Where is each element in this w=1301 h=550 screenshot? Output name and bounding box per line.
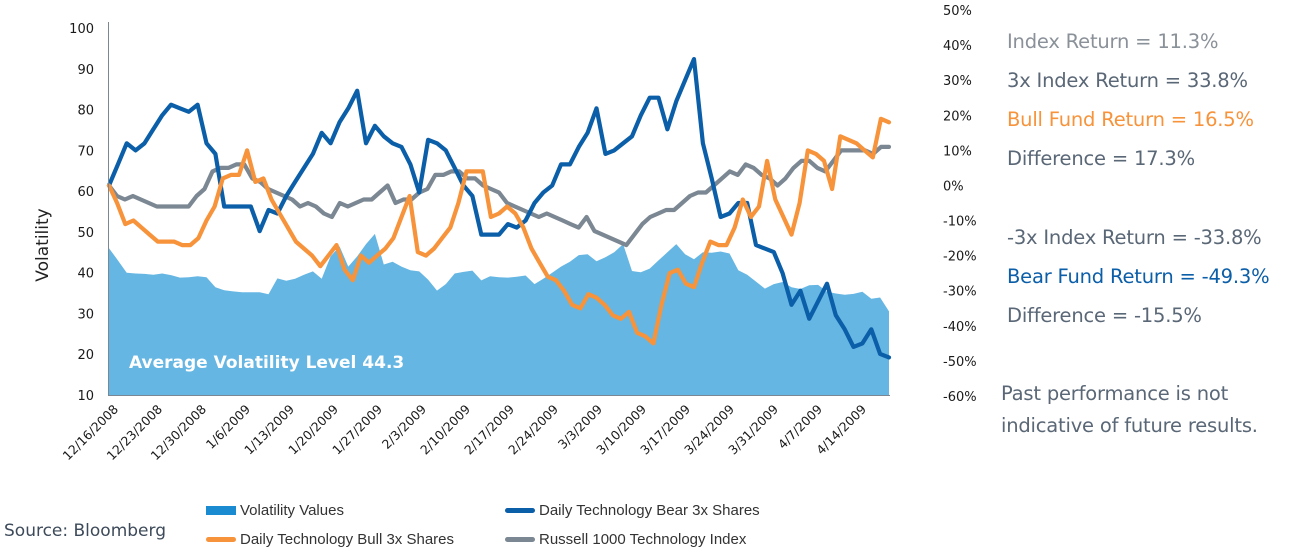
legend-swatch-bear xyxy=(505,508,535,513)
right-axis-tick-label: -10% xyxy=(943,215,977,230)
legend-label-volatility: Volatility Values xyxy=(240,502,344,519)
left-axis-tick-label: 90 xyxy=(77,63,94,78)
left-axis-tick-label: 100 xyxy=(69,22,94,37)
disclaimer-line-2: indicative of future results. xyxy=(1001,414,1258,437)
y-axis-label: Volatility xyxy=(33,208,53,281)
right-axis-tick-label: 30% xyxy=(943,74,972,89)
right-axis-tick-label: 40% xyxy=(943,39,972,54)
left-axis-tick-label: 50 xyxy=(77,226,94,241)
3x-index-return-text: 3x Index Return = 33.8% xyxy=(1007,69,1248,92)
series-line-russell-1000-technology-index xyxy=(106,144,892,248)
right-axis-tick-label: 0% xyxy=(943,180,964,195)
legend-swatch-bull xyxy=(206,537,236,542)
legend-item-bull: Daily Technology Bull 3x Shares xyxy=(206,531,454,548)
legend-label-bull: Daily Technology Bull 3x Shares xyxy=(240,531,455,548)
source-note: Source: Bloomberg xyxy=(4,521,166,541)
series-line-daily-technology-bull-3x-shares xyxy=(106,116,892,346)
legend-item-bear: Daily Technology Bear 3x Shares xyxy=(505,502,760,519)
bear-difference-text: Difference = -15.5% xyxy=(1007,304,1202,327)
left-axis-tick-label: 30 xyxy=(77,307,94,322)
legend-label-russell: Russell 1000 Technology Index xyxy=(539,531,747,548)
legend-item-volatility: Volatility Values xyxy=(206,502,344,519)
index-return-text: Index Return = 11.3% xyxy=(1007,30,1219,53)
left-axis-tick-label: 20 xyxy=(77,348,94,363)
disclaimer-line-1: Past performance is not xyxy=(1001,382,1229,405)
right-axis-tick-label: -20% xyxy=(943,250,977,265)
volatility-chart: 100 90 80 70 60 50 40 30 20 10 50% 40% 30% 20% 10% 0% -… xyxy=(33,4,977,463)
right-axis-tick-label: -60% xyxy=(943,390,977,405)
left-axis-tick-label: 40 xyxy=(77,267,94,282)
average-volatility-annotation: Average Volatility Level 44.3 xyxy=(129,353,404,373)
right-axis-tick-label: 50% xyxy=(943,4,972,19)
left-axis-tick-label: 10 xyxy=(77,389,94,404)
right-axis-tick-label: -30% xyxy=(943,285,977,300)
series-area-volatility-values xyxy=(109,233,889,395)
left-axis-tick-label: 70 xyxy=(77,144,94,159)
legend-swatch-russell xyxy=(505,537,535,542)
right-axis-tick-label: -40% xyxy=(943,320,977,335)
bear-fund-return-text: Bear Fund Return = -49.3% xyxy=(1007,265,1270,288)
series-line-daily-technology-bear-3x-shares xyxy=(106,56,892,360)
left-axis-tick-label: 80 xyxy=(77,104,94,119)
legend-swatch-volatility xyxy=(206,506,236,515)
right-axis-tick-label: 10% xyxy=(943,144,972,159)
bull-fund-return-text: Bull Fund Return = 16.5% xyxy=(1007,108,1254,131)
legend-label-bear: Daily Technology Bear 3x Shares xyxy=(539,502,760,519)
left-axis-tick-label: 60 xyxy=(77,185,94,200)
bull-difference-text: Difference = 17.3% xyxy=(1007,147,1195,170)
legend-item-russell: Russell 1000 Technology Index xyxy=(505,531,746,548)
right-axis-tick-label: -50% xyxy=(943,355,977,370)
neg-3x-index-return-text: -3x Index Return = -33.8% xyxy=(1007,226,1262,249)
right-axis-tick-label: 20% xyxy=(943,109,972,124)
